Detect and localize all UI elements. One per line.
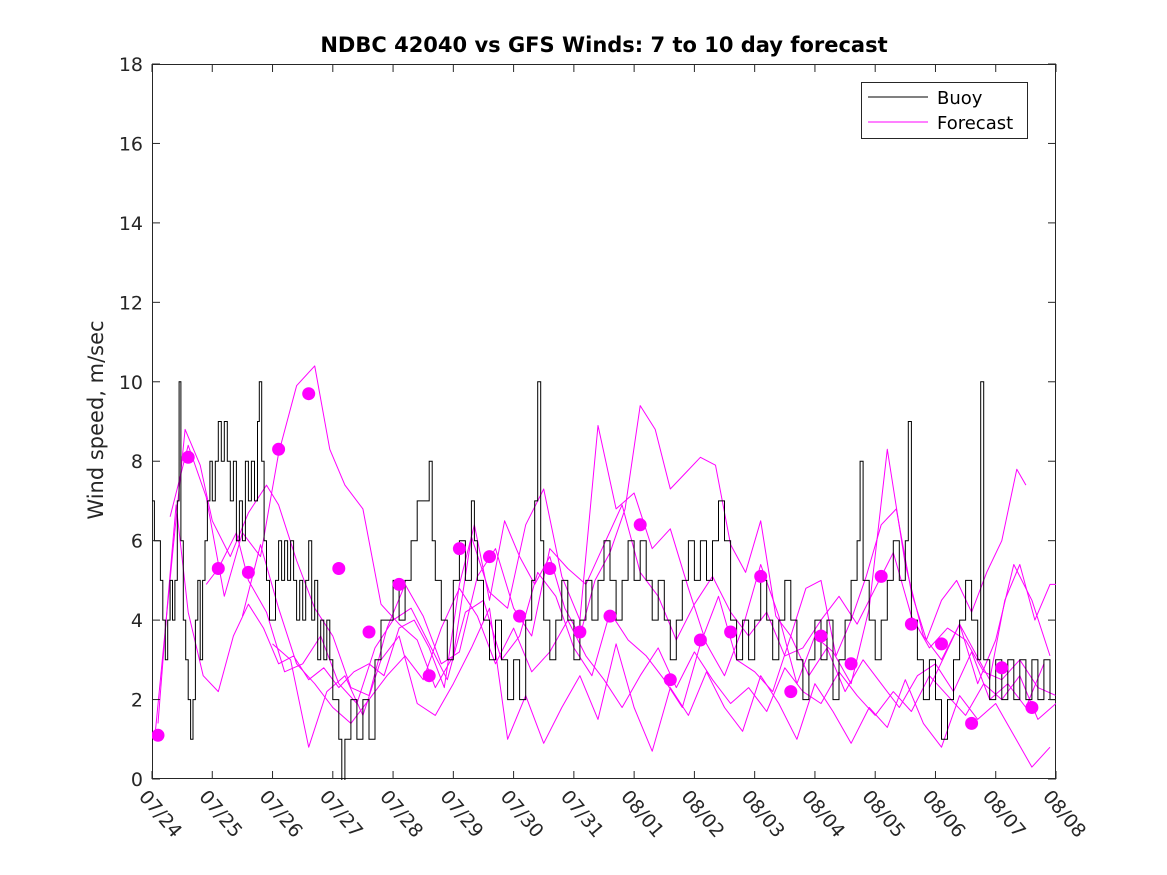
y-tick-label-7: 14 [119, 213, 143, 235]
forecast-point-21 [784, 685, 798, 699]
series-layer [152, 365, 1056, 780]
forecast-line-0 [154, 428, 1056, 736]
forecast-point-13 [543, 562, 557, 575]
forecast-point-28 [995, 661, 1009, 675]
y-tick-label-2: 4 [131, 610, 143, 632]
forecast-point-27 [965, 716, 979, 730]
x-tick-label-1: 07/25 [194, 786, 246, 842]
forecast-point-2 [211, 562, 225, 575]
x-tick-label-9: 08/02 [677, 786, 729, 842]
x-tick-label-8: 08/01 [616, 786, 668, 842]
forecast-point-14 [573, 625, 587, 639]
forecast-point-0 [152, 728, 165, 742]
y-tick-label-0: 0 [131, 769, 143, 791]
forecast-point-3 [241, 565, 255, 579]
forecast-point-12 [513, 609, 527, 623]
legend-buoy-label: Buoy [937, 88, 983, 109]
forecast-point-23 [844, 657, 858, 671]
x-tick-label-0: 07/24 [134, 786, 186, 842]
forecast-point-11 [483, 550, 496, 564]
forecast-point-26 [935, 637, 948, 651]
x-tick-label-10: 08/03 [737, 786, 789, 842]
forecast-point-1 [181, 450, 195, 464]
x-tick-label-13: 08/06 [918, 786, 970, 842]
forecast-point-20 [754, 569, 768, 583]
forecast-line-1 [169, 365, 1051, 689]
forecast-point-22 [814, 629, 828, 643]
plot-frame [152, 64, 1056, 779]
forecast-line-5 [157, 405, 1027, 724]
y-tick-label-6: 12 [119, 292, 143, 314]
x-tick-label-7: 07/31 [556, 786, 608, 842]
x-tick-label-5: 07/29 [436, 786, 488, 842]
y-axis-label: Wind speed, m/sec [84, 320, 108, 519]
forecast-point-18 [693, 633, 707, 647]
forecast-point-7 [362, 625, 376, 639]
y-tick-label-1: 2 [131, 690, 143, 712]
chart-title: NDBC 42040 vs GFS Winds: 7 to 10 day for… [320, 33, 887, 57]
forecast-point-17 [663, 673, 677, 687]
x-tick-label-2: 07/26 [255, 786, 307, 842]
x-tick-label-14: 08/07 [978, 786, 1030, 842]
x-tick-label-6: 07/30 [496, 786, 548, 842]
forecast-point-9 [422, 669, 436, 683]
y-tick-label-8: 16 [119, 133, 143, 155]
forecast-point-25 [904, 617, 918, 631]
forecast-point-29 [1025, 701, 1039, 714]
forecast-point-4 [272, 442, 286, 456]
plot-area: 0 2 4 6 8 10 12 14 16 18 07/24 07/25 07/26 07/27 07/28… [119, 54, 1090, 842]
forecast-point-10 [452, 542, 466, 556]
forecast-point-19 [724, 625, 738, 639]
legend: Buoy Forecast [861, 82, 1028, 139]
forecast-point-5 [302, 387, 316, 401]
buoy-line [152, 381, 1056, 780]
forecast-point-6 [332, 562, 346, 575]
x-tick-label-4: 07/28 [375, 786, 427, 842]
legend-forecast-label: Forecast [937, 113, 1013, 134]
x-tick-label-12: 08/05 [857, 786, 909, 842]
forecast-line-6 [928, 564, 1056, 688]
forecast-point-24 [874, 569, 888, 583]
forecast-point-8 [392, 577, 406, 591]
y-tick-label-3: 6 [131, 531, 143, 553]
y-tick-label-9: 18 [119, 54, 143, 76]
x-tick-label-11: 08/04 [797, 786, 849, 842]
y-tick-label-5: 10 [119, 372, 143, 394]
y-tick-label-4: 8 [131, 451, 143, 473]
forecast-line-3 [241, 544, 1056, 724]
forecast-point-15 [603, 609, 617, 623]
x-tick-label-3: 07/27 [315, 786, 367, 842]
forecast-point-16 [633, 518, 647, 532]
legend-box [861, 82, 1028, 139]
x-tick-label-15: 08/08 [1038, 786, 1090, 842]
forecast-line-4 [272, 607, 1051, 768]
